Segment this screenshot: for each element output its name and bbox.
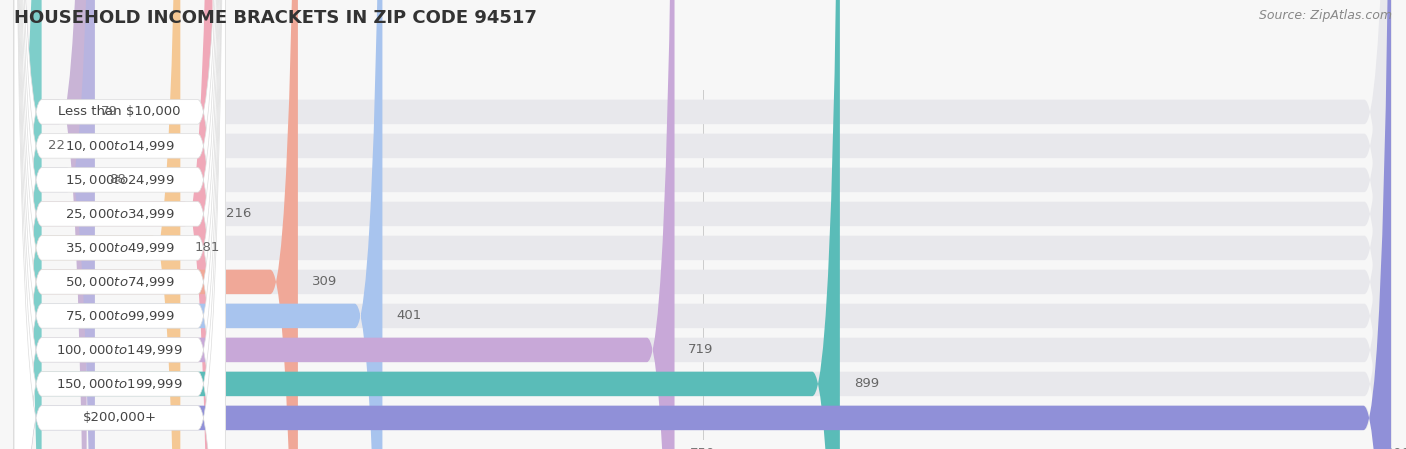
FancyBboxPatch shape xyxy=(14,0,225,449)
FancyBboxPatch shape xyxy=(14,0,1392,449)
FancyBboxPatch shape xyxy=(14,0,839,449)
Text: Source: ZipAtlas.com: Source: ZipAtlas.com xyxy=(1258,9,1392,22)
FancyBboxPatch shape xyxy=(14,0,1392,449)
Text: 216: 216 xyxy=(226,207,252,220)
FancyBboxPatch shape xyxy=(14,0,225,449)
Text: 309: 309 xyxy=(312,275,337,288)
Text: 88: 88 xyxy=(108,173,125,186)
FancyBboxPatch shape xyxy=(14,0,225,449)
Text: $10,000 to $14,999: $10,000 to $14,999 xyxy=(65,139,174,153)
FancyBboxPatch shape xyxy=(14,0,225,449)
FancyBboxPatch shape xyxy=(14,0,675,449)
FancyBboxPatch shape xyxy=(14,0,42,449)
FancyBboxPatch shape xyxy=(14,0,298,449)
FancyBboxPatch shape xyxy=(14,0,1392,449)
FancyBboxPatch shape xyxy=(14,0,1392,449)
Text: 22: 22 xyxy=(48,139,65,152)
FancyBboxPatch shape xyxy=(14,0,225,449)
FancyBboxPatch shape xyxy=(14,0,1392,449)
Text: 719: 719 xyxy=(689,343,714,357)
Text: HOUSEHOLD INCOME BRACKETS IN ZIP CODE 94517: HOUSEHOLD INCOME BRACKETS IN ZIP CODE 94… xyxy=(14,9,537,27)
Text: $35,000 to $49,999: $35,000 to $49,999 xyxy=(65,241,174,255)
FancyBboxPatch shape xyxy=(14,0,225,449)
FancyBboxPatch shape xyxy=(14,0,1391,449)
FancyBboxPatch shape xyxy=(14,0,1392,449)
FancyBboxPatch shape xyxy=(14,0,1392,449)
FancyBboxPatch shape xyxy=(14,0,225,449)
Text: Less than $10,000: Less than $10,000 xyxy=(59,106,181,119)
Text: 181: 181 xyxy=(194,242,219,255)
Text: $50,000 to $74,999: $50,000 to $74,999 xyxy=(65,275,174,289)
FancyBboxPatch shape xyxy=(14,0,180,449)
FancyBboxPatch shape xyxy=(14,0,1392,449)
Text: 79: 79 xyxy=(100,106,117,119)
Text: $150,000 to $199,999: $150,000 to $199,999 xyxy=(56,377,183,391)
FancyBboxPatch shape xyxy=(14,0,225,449)
Text: 401: 401 xyxy=(396,309,422,322)
Text: 899: 899 xyxy=(853,378,879,391)
FancyBboxPatch shape xyxy=(14,0,94,449)
Text: $100,000 to $149,999: $100,000 to $149,999 xyxy=(56,343,183,357)
FancyBboxPatch shape xyxy=(14,0,1392,449)
Text: $75,000 to $99,999: $75,000 to $99,999 xyxy=(65,309,174,323)
Text: $15,000 to $24,999: $15,000 to $24,999 xyxy=(65,173,174,187)
FancyBboxPatch shape xyxy=(14,0,1392,449)
Text: $25,000 to $34,999: $25,000 to $34,999 xyxy=(65,207,174,221)
FancyBboxPatch shape xyxy=(14,0,382,449)
FancyBboxPatch shape xyxy=(14,0,225,449)
FancyBboxPatch shape xyxy=(14,0,212,449)
Text: $200,000+: $200,000+ xyxy=(83,411,156,424)
FancyBboxPatch shape xyxy=(14,0,87,449)
FancyBboxPatch shape xyxy=(14,0,225,449)
